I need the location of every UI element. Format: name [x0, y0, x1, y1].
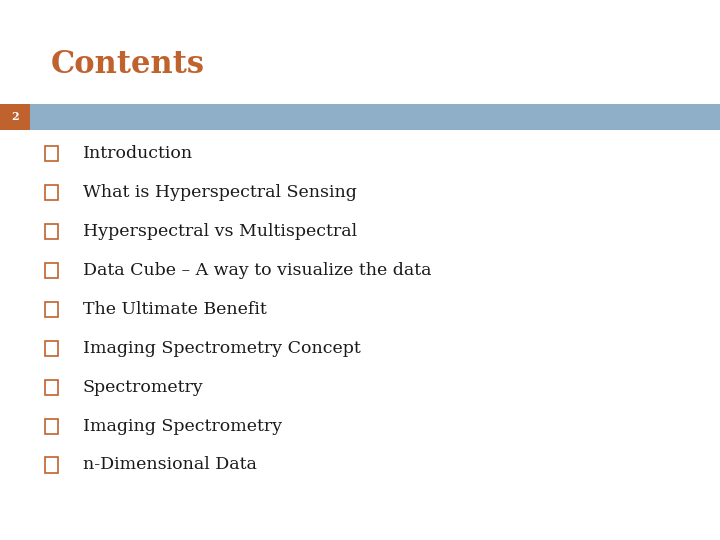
- Text: Introduction: Introduction: [83, 145, 193, 163]
- Text: 2: 2: [12, 111, 19, 122]
- Text: n-Dimensional Data: n-Dimensional Data: [83, 456, 256, 474]
- Bar: [45, 457, 58, 472]
- Bar: [45, 185, 58, 200]
- Text: Imaging Spectrometry: Imaging Spectrometry: [83, 417, 282, 435]
- Bar: [45, 418, 58, 434]
- Bar: [45, 302, 58, 317]
- Text: Contents: Contents: [50, 49, 204, 79]
- Bar: [0, 104, 30, 130]
- Text: Hyperspectral vs Multispectral: Hyperspectral vs Multispectral: [83, 223, 357, 240]
- Bar: [45, 341, 58, 356]
- Bar: [45, 224, 58, 239]
- Bar: [0, 104, 720, 130]
- Text: The Ultimate Benefit: The Ultimate Benefit: [83, 301, 266, 318]
- Text: Data Cube – A way to visualize the data: Data Cube – A way to visualize the data: [83, 262, 431, 279]
- Text: Imaging Spectrometry Concept: Imaging Spectrometry Concept: [83, 340, 361, 357]
- Text: What is Hyperspectral Sensing: What is Hyperspectral Sensing: [83, 184, 356, 201]
- Bar: [45, 146, 58, 161]
- Bar: [45, 380, 58, 395]
- Bar: [45, 263, 58, 278]
- Text: Spectrometry: Spectrometry: [83, 379, 204, 396]
